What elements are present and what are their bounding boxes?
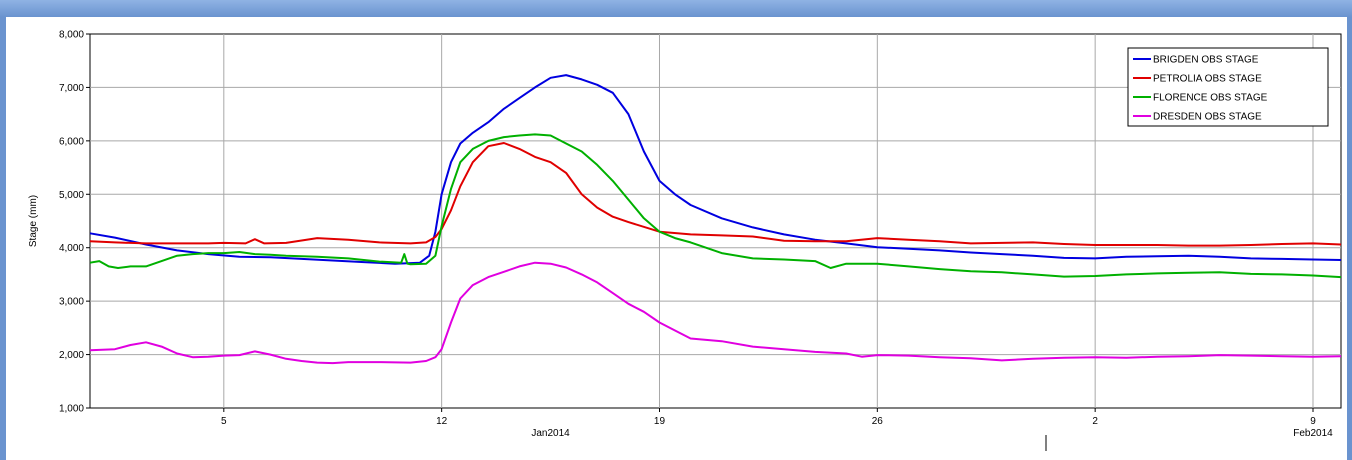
window-right-border xyxy=(1347,17,1352,460)
x-tick-label: 2 xyxy=(1092,416,1098,427)
series-line-2 xyxy=(89,142,1342,247)
legend-entry: FLORENCE OBS STAGE xyxy=(1153,93,1268,104)
legend: BRIGDEN OBS STAGE PETROLIA OBS STAGE FLORE… xyxy=(1127,47,1329,127)
x-tick-label: 5 xyxy=(221,416,227,427)
y-tick-label: 1,000 xyxy=(59,404,84,415)
series-lines xyxy=(89,74,1342,365)
window-top-bar xyxy=(0,0,1352,17)
legend-box xyxy=(1127,47,1329,127)
y-tick-labels: 1,000 2,000 3,000 4,000 5,000 6,000 7,000 8,000 xyxy=(59,30,84,415)
series-line-4 xyxy=(89,261,1342,365)
window-left-border xyxy=(0,17,6,460)
series-line-3 xyxy=(89,133,1342,279)
period-label: Jan2014 xyxy=(531,428,570,439)
y-tick-label: 2,000 xyxy=(59,350,84,361)
y-tick-label: 4,000 xyxy=(59,243,84,254)
x-tick-labels: 5 12 19 26 2 9 Jan2014 Feb2014 xyxy=(221,416,1333,439)
legend-entry: BRIGDEN OBS STAGE xyxy=(1153,55,1259,66)
legend-entry: PETROLIA OBS STAGE xyxy=(1153,74,1262,85)
y-tick-label: 8,000 xyxy=(59,30,84,41)
series-line-1 xyxy=(89,74,1342,265)
x-tick-label: 19 xyxy=(654,416,666,427)
x-tick-label: 12 xyxy=(436,416,448,427)
grid-lines xyxy=(86,33,1341,412)
x-tick-label: 26 xyxy=(872,416,884,427)
legend-entry: DRESDEN OBS STAGE xyxy=(1153,112,1262,123)
y-axis-title: Stage (mm) xyxy=(28,195,39,247)
period-label: Feb2014 xyxy=(1293,428,1333,439)
y-tick-label: 6,000 xyxy=(59,136,84,147)
y-tick-label: 3,000 xyxy=(59,297,84,308)
x-tick-label: 9 xyxy=(1310,416,1316,427)
y-tick-label: 7,000 xyxy=(59,83,84,94)
y-tick-label: 5,000 xyxy=(59,190,84,201)
